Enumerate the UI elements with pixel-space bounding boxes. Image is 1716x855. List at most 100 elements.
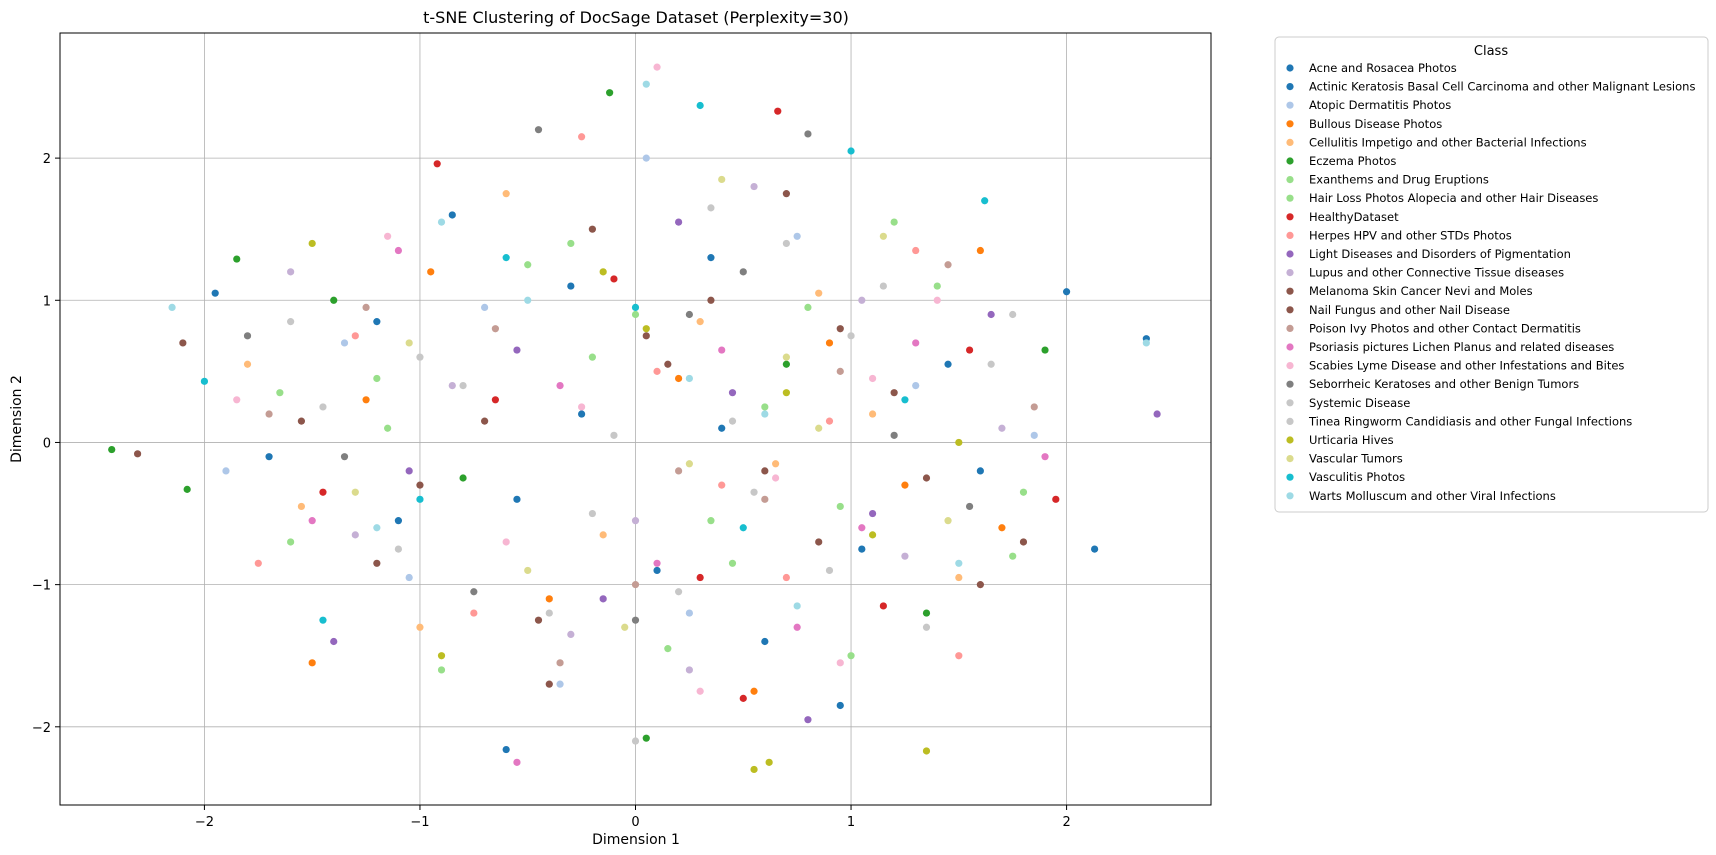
scatter-point [513,495,521,503]
scatter-point [750,687,758,695]
scatter-point [534,616,543,624]
scatter-point [685,609,693,617]
scatter-point [405,467,413,475]
scatter-point [491,325,499,333]
scatter-point [1052,495,1060,503]
scatter-point [578,410,586,418]
legend-label: Warts Molluscum and other Viral Infectio… [1309,489,1556,503]
scatter-point [642,154,650,162]
scatter-point [556,680,564,688]
scatter-point [394,246,403,255]
scatter-point [750,488,758,496]
scatter-point [761,467,769,475]
scatter-point [265,453,273,461]
scatter-point [1041,453,1049,461]
legend-marker [1286,213,1294,221]
scatter-point [836,367,844,375]
legend-label: Systemic Disease [1309,396,1410,410]
scatter-point [448,211,456,219]
scatter-point [373,374,381,383]
legend-label: Lupus and other Connective Tissue diseas… [1309,266,1564,280]
scatter-point [944,261,952,269]
legend-marker [1286,176,1294,184]
scatter-point [297,502,306,511]
scatter-point [351,531,359,539]
scatter-point [373,318,381,326]
y-tick-label: 0 [43,436,51,451]
scatter-point [782,360,790,368]
scatter-point [847,652,855,660]
x-tick-label: 0 [631,815,639,830]
scatter-point [588,225,596,233]
scatter-point [718,424,726,432]
scatter-point [685,374,693,383]
scatter-point [696,573,704,582]
scatter-point [588,353,596,361]
scatter-point [890,431,898,439]
scatter-point [804,303,812,311]
scatter-point [545,595,553,603]
scatter-point [804,716,812,724]
scatter-point [847,332,855,340]
scatter-points [108,63,1161,774]
scatter-point [330,637,338,646]
scatter-point [610,431,618,439]
scatter-point [718,175,726,184]
scatter-point [782,573,790,582]
legend-label: Hair Loss Photos Alopecia and other Hair… [1309,191,1598,205]
scatter-point [416,481,424,489]
scatter-point [782,353,790,361]
y-tick-label: −1 [32,579,51,594]
scatter-point [955,559,963,567]
scatter-point [599,531,607,539]
scatter-point [944,360,952,368]
scatter-point [588,509,596,518]
scatter-point [761,495,769,503]
scatter-point [772,474,780,482]
scatter-point [416,353,424,361]
legend-label: Herpes HPV and other STDs Photos [1309,228,1512,242]
legend-label: Cellulitis Impetigo and other Bacterial … [1309,135,1587,149]
scatter-point [1030,403,1038,411]
legend-marker [1286,287,1294,295]
legend-marker [1286,64,1294,72]
scatter-point [890,389,898,397]
legend-marker [1286,231,1294,239]
scatter-point [179,339,187,347]
scatter-point [308,517,316,525]
scatter-point [108,445,116,454]
scatter-point [825,566,834,575]
legend-label: Eczema Photos [1309,154,1396,168]
scatter-point [685,460,693,468]
scatter-point [728,389,737,397]
legend-label: HealthyDataset [1309,210,1399,224]
scatter-point [631,616,640,624]
scatter-point [524,296,532,304]
scatter-point [761,403,769,411]
scatter-point [1019,538,1028,546]
scatter-point [739,268,747,276]
scatter-point [836,701,844,710]
scatter-point [922,609,931,617]
scatter-point [437,218,446,226]
scatter-point [502,254,510,262]
scatter-point [976,246,984,255]
scatter-point [287,318,295,326]
scatter-point [502,190,510,198]
legend-marker [1286,436,1294,444]
scatter-point [675,467,683,475]
scatter-point [427,268,435,276]
scatter-point [782,190,790,198]
scatter-point [815,289,823,297]
scatter-point [394,545,403,553]
scatter-point [437,666,446,674]
scatter-point [868,374,877,383]
legend-label: Tinea Ringworm Candidiasis and other Fun… [1308,414,1632,428]
scatter-point [631,303,640,311]
legend-marker [1286,417,1294,425]
scatter-point [243,360,252,368]
scatter-point [772,460,780,468]
scatter-point [183,485,191,493]
legend-label: Urticaria Hives [1309,433,1394,447]
scatter-point [944,517,952,525]
